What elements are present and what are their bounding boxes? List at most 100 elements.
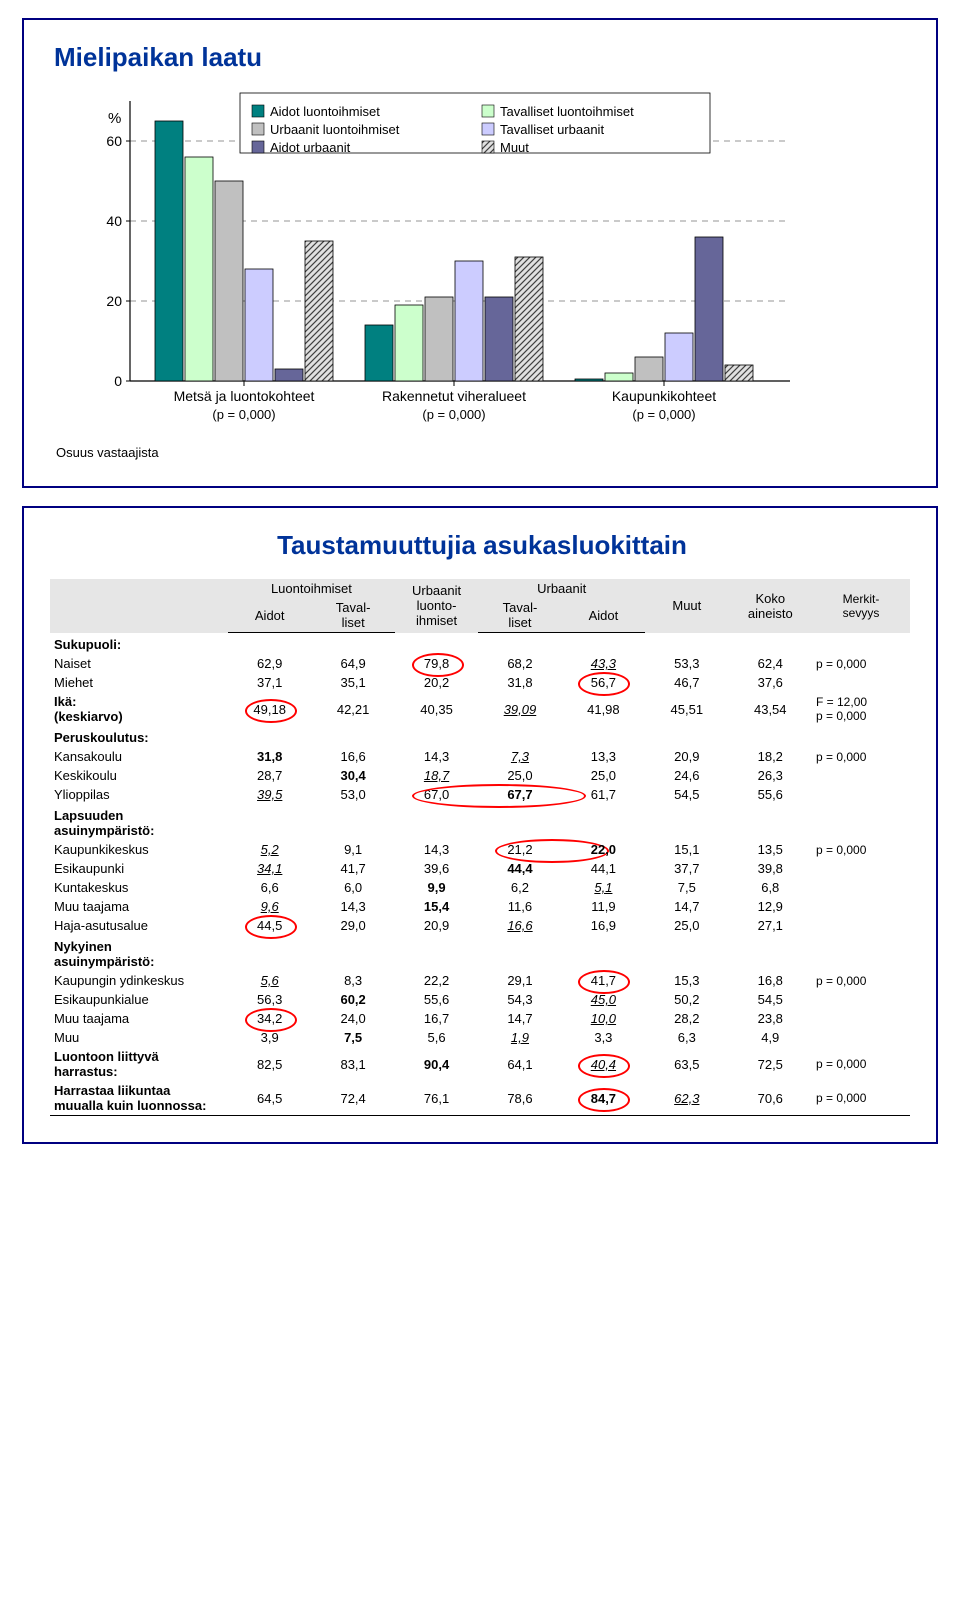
cell-value: 5,6	[418, 1030, 456, 1045]
cell-value: 43,54	[751, 702, 789, 717]
cell-value: 67,7	[501, 787, 539, 802]
table-cell: 23,8	[729, 1009, 812, 1028]
cell-value: 37,1	[251, 675, 289, 690]
table-cell: 5,6	[228, 971, 311, 990]
cell-value: 54,3	[501, 992, 539, 1007]
table-cell: 21,2	[478, 840, 561, 859]
section-header: Lapsuudenasuinympäristö:	[50, 804, 910, 840]
table-row: Haja-asutusalue44,529,020,916,616,925,02…	[50, 916, 910, 935]
table-cell: 44,1	[562, 859, 645, 878]
table-cell: 11,6	[478, 897, 561, 916]
table-cell: 14,3	[395, 840, 478, 859]
svg-text:60: 60	[106, 133, 122, 149]
cell-value: 5,2	[251, 842, 289, 857]
table-cell: 14,7	[478, 1009, 561, 1028]
section-header: Nykyinenasuinympäristö:	[50, 935, 910, 971]
table-row: Kaupungin ydinkeskus5,68,322,229,141,715…	[50, 971, 910, 990]
table-cell: 62,9	[228, 654, 311, 673]
significance-cell	[812, 785, 910, 804]
cell-value: 46,7	[668, 675, 706, 690]
table-cell: 5,2	[228, 840, 311, 859]
table-row: Miehet37,135,120,231,856,746,737,6	[50, 673, 910, 692]
svg-text:Urbaanit luontoihmiset: Urbaanit luontoihmiset	[270, 122, 400, 137]
table-cell: 6,8	[729, 878, 812, 897]
table-cell: 39,8	[729, 859, 812, 878]
table-cell: 54,5	[645, 785, 728, 804]
cell-value: 39,09	[501, 702, 539, 717]
table-cell: 45,0	[562, 990, 645, 1009]
cell-value: 6,0	[334, 880, 372, 895]
table-cell: 12,9	[729, 897, 812, 916]
cell-value: 14,7	[501, 1011, 539, 1026]
cell-value: 35,1	[334, 675, 372, 690]
significance-cell: p = 0,000	[812, 747, 910, 766]
table-cell: 44,4	[478, 859, 561, 878]
cell-value: 83,1	[334, 1057, 372, 1072]
table-cell: 6,0	[311, 878, 394, 897]
table-cell: 13,5	[729, 840, 812, 859]
cell-value: 72,5	[751, 1057, 789, 1072]
row-label: Ikä:(keskiarvo)	[50, 692, 228, 726]
table-row: Kuntakeskus6,66,09,96,25,17,56,8	[50, 878, 910, 897]
cell-value: 45,0	[584, 992, 622, 1007]
svg-text:Aidot luontoihmiset: Aidot luontoihmiset	[270, 104, 380, 119]
table-cell: 62,3	[645, 1081, 728, 1116]
row-label: Naiset	[50, 654, 228, 673]
row-label: Ylioppilas	[50, 785, 228, 804]
table-cell: 41,7	[562, 971, 645, 990]
cell-value: 26,3	[751, 768, 789, 783]
table-cell: 10,0	[562, 1009, 645, 1028]
cell-value: 37,7	[668, 861, 706, 876]
table-row: Harrastaa liikuntaamuualla kuin luonnoss…	[50, 1081, 910, 1116]
table-cell: 64,5	[228, 1081, 311, 1116]
cell-value: 53,0	[334, 787, 372, 802]
cell-value: 39,8	[751, 861, 789, 876]
cell-value: 25,0	[501, 768, 539, 783]
table-cell: 50,2	[645, 990, 728, 1009]
row-label: Esikaupunki	[50, 859, 228, 878]
row-label: Haja-asutusalue	[50, 916, 228, 935]
cell-value: 44,5	[251, 918, 289, 933]
svg-text:0: 0	[114, 373, 122, 389]
cell-value: 28,2	[668, 1011, 706, 1026]
cell-value: 14,3	[418, 749, 456, 764]
row-label: Kansakoulu	[50, 747, 228, 766]
table-cell: 31,8	[228, 747, 311, 766]
cell-value: 11,9	[584, 899, 622, 914]
table-cell: 5,1	[562, 878, 645, 897]
cell-value: 15,3	[668, 973, 706, 988]
row-label: Keskikoulu	[50, 766, 228, 785]
cell-value: 16,6	[334, 749, 372, 764]
table-cell: 31,8	[478, 673, 561, 692]
table-cell: 7,5	[645, 878, 728, 897]
svg-text:(p = 0,000): (p = 0,000)	[212, 407, 275, 422]
cell-value: 64,1	[501, 1057, 539, 1072]
cell-value: 39,5	[251, 787, 289, 802]
table-cell: 8,3	[311, 971, 394, 990]
cell-value: 67,0	[418, 787, 456, 802]
table-cell: 39,09	[478, 692, 561, 726]
cell-value: 43,3	[584, 656, 622, 671]
chart-panel: Mielipaikan laatu 0204060%Metsä ja luont…	[22, 18, 938, 488]
cell-value: 3,9	[251, 1030, 289, 1045]
table-cell: 9,6	[228, 897, 311, 916]
significance-cell	[812, 673, 910, 692]
table-cell: 40,35	[395, 692, 478, 726]
table-cell: 34,2	[228, 1009, 311, 1028]
significance-cell	[812, 1009, 910, 1028]
cell-value: 41,7	[584, 973, 622, 988]
chart-area: 0204060%Metsä ja luontokohteet(p = 0,000…	[90, 91, 870, 460]
cell-value: 64,5	[251, 1091, 289, 1106]
table-cell: 29,1	[478, 971, 561, 990]
cell-value: 15,4	[418, 899, 456, 914]
table-cell: 72,5	[729, 1047, 812, 1081]
table-cell: 18,7	[395, 766, 478, 785]
table-cell: 60,2	[311, 990, 394, 1009]
cell-value: 90,4	[418, 1057, 456, 1072]
cell-value: 5,6	[251, 973, 289, 988]
cell-value: 62,9	[251, 656, 289, 671]
cell-value: 54,5	[751, 992, 789, 1007]
table-cell: 76,1	[395, 1081, 478, 1116]
col-blank	[50, 579, 228, 633]
table-cell: 41,7	[311, 859, 394, 878]
